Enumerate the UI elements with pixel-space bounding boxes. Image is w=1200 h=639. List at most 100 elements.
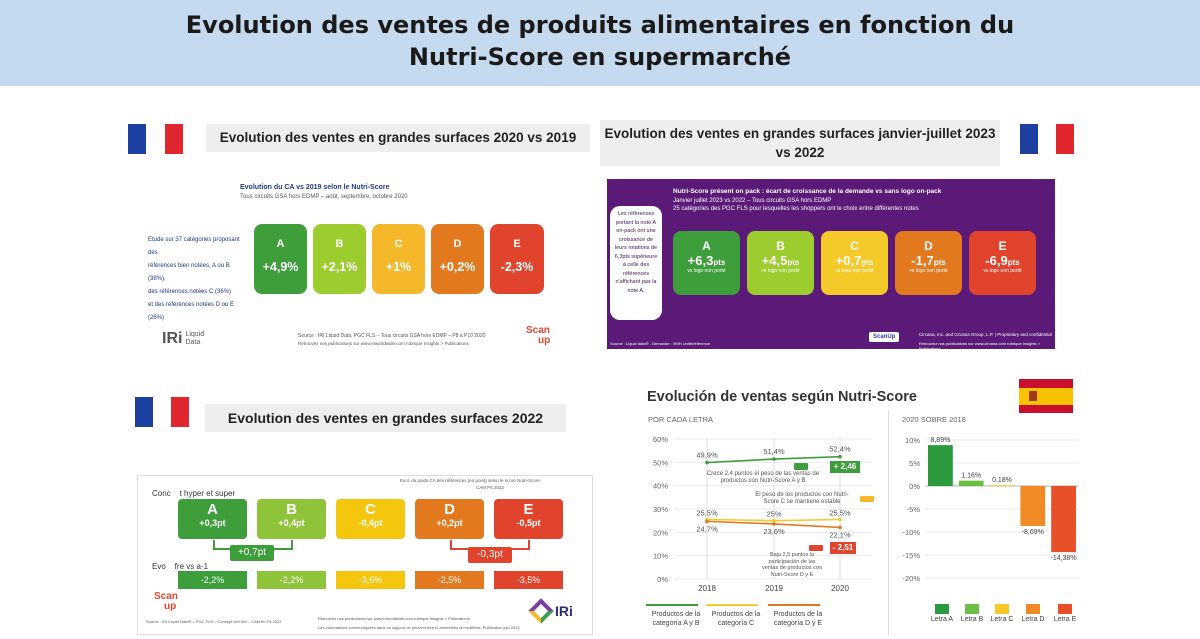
q3-panel: Evol. du poids CA des références (en poi… bbox=[137, 475, 593, 635]
q1-tile-letter: D bbox=[453, 238, 462, 250]
data-label: 49,9% bbox=[696, 451, 718, 460]
france-flag-q1 bbox=[128, 124, 183, 154]
series-point bbox=[838, 454, 842, 459]
q3-tile-value: +0,4pt bbox=[278, 518, 305, 528]
q3-de-total: -0,3pt bbox=[468, 547, 512, 563]
bar-value-label: -14,38% bbox=[1051, 555, 1077, 562]
q4-delta-de: - 2,51 bbox=[830, 542, 856, 554]
q3-tile-letter: D bbox=[444, 501, 455, 518]
data-label: 52,4% bbox=[829, 445, 851, 454]
q1-tile-letter: E bbox=[513, 238, 521, 250]
q3-tile-letter: A bbox=[207, 501, 218, 518]
q1-tile-value: +4,9% bbox=[262, 260, 299, 274]
q2-panel: Nutri-Score présent on pack : écart de c… bbox=[607, 179, 1055, 351]
legend-label: Productos de la categoría A y B bbox=[651, 611, 701, 627]
q4-badge-de bbox=[809, 545, 823, 551]
scanup-text-2: up bbox=[164, 601, 177, 612]
q3-evol-d: -2,5% bbox=[415, 571, 484, 589]
q2-tile-sub: vs logo non porté bbox=[983, 268, 1022, 274]
q2-footer-right: Circana, Inc. and Circana Group, L.P. | … bbox=[919, 332, 1052, 337]
q1-note: Etude sur 37 catégories proposant des ré… bbox=[148, 234, 248, 325]
y-tick-label: -10% bbox=[902, 528, 920, 537]
legend-item-c: Productos de la categoría C bbox=[706, 604, 768, 628]
legend-swatch-de bbox=[768, 604, 820, 606]
q2-scanup-logo: ScanUp bbox=[869, 332, 900, 342]
bar bbox=[928, 445, 953, 486]
q2-scanup-text: ScanUp bbox=[873, 334, 896, 340]
q1-panel: Evolution du CA vs 2019 selon le Nutri-S… bbox=[148, 178, 568, 350]
series-point bbox=[772, 522, 776, 526]
bar bbox=[958, 480, 984, 486]
q2-tile-letter: D bbox=[924, 239, 933, 253]
q4-line-legend: Productos de la categoría A y B Producto… bbox=[646, 604, 886, 636]
q1-tile-value: +0,2% bbox=[439, 260, 476, 274]
bar-legend-label: Letra D bbox=[1021, 616, 1045, 623]
q4-line-chart: 0% 10% 20% 30% 40% 50% 60% 2018 2019 2020 49,9% 5… bbox=[653, 435, 872, 593]
q4-title: Evolución de ventas según Nutri-Score bbox=[647, 389, 917, 405]
scanup-text-1: Scan bbox=[154, 591, 178, 602]
q3-tile-c: C -0,4pt bbox=[336, 499, 405, 539]
q3-evol-a: -2,2% bbox=[178, 571, 247, 589]
bar bbox=[989, 485, 1015, 487]
title-line-2: Nutri-Score en supermarché bbox=[408, 43, 792, 71]
bar bbox=[1051, 486, 1076, 553]
q3-iri-logo: IRi bbox=[528, 598, 573, 624]
q1-scanup-logo: Scan up bbox=[526, 326, 550, 346]
q2-footer-left: Source : Liquid data® - Demande : VMH Un… bbox=[610, 341, 711, 346]
q2-tile-sub: vs logo non porté bbox=[909, 268, 948, 274]
q3-source: Source : IRI Liquid Data® – PGC FLS – Co… bbox=[146, 619, 282, 624]
y-tick-label: 0% bbox=[657, 575, 668, 584]
y-tick-label: -20% bbox=[902, 574, 920, 583]
bar-legend-swatch bbox=[965, 604, 979, 614]
q3-evol-c: -3,6% bbox=[336, 571, 405, 589]
x-tick-label: 2019 bbox=[765, 584, 783, 593]
legend-item-de: Productos de la categoría D y E bbox=[768, 604, 830, 628]
q3-tile-b: B +0,4pt bbox=[257, 499, 326, 539]
y-tick-label: 0% bbox=[909, 482, 920, 491]
y-tick-label: 10% bbox=[653, 552, 668, 561]
y-tick-label: 50% bbox=[653, 458, 668, 467]
page-header: Evolution des ventes de produits aliment… bbox=[0, 0, 1200, 86]
y-tick-label: 40% bbox=[653, 482, 668, 491]
page-title: Evolution des ventes de produits aliment… bbox=[0, 0, 1200, 73]
q2-tile-value: -1,7 bbox=[911, 253, 934, 268]
q1-chart-title: Evolution du CA vs 2019 selon le Nutri-S… bbox=[240, 184, 390, 191]
q2-tile-sub: vs logo non porté bbox=[835, 268, 874, 274]
q3-source-2: Retrouvez nos publications sur www.iriwo… bbox=[318, 616, 470, 621]
bar-legend-label: Letra A bbox=[930, 616, 954, 623]
bar-legend-label: Letra C bbox=[990, 616, 1014, 623]
q3-ab-total: +0,7pt bbox=[230, 545, 274, 561]
iri-logo-text: IRi bbox=[162, 330, 183, 347]
q2-tile-sub: vs logo non porté bbox=[761, 268, 800, 274]
bar-legend-label: Letra B bbox=[960, 616, 984, 623]
series-point bbox=[772, 457, 776, 461]
bar-legend-e: Letra E bbox=[1049, 604, 1081, 623]
q3-top-note-2: CAM P4 2022 bbox=[476, 485, 505, 490]
q4-note-de: Baja 2,5 puntos la participación de las … bbox=[762, 552, 822, 578]
q2-tile-letter: C bbox=[850, 239, 859, 253]
bar-legend-d: Letra D bbox=[1017, 604, 1049, 623]
q1-tile-letter: B bbox=[335, 238, 344, 250]
title-line-1: Evolution des ventes de produits aliment… bbox=[185, 11, 1015, 39]
q4-delta-ab: + 2,46 bbox=[830, 461, 860, 473]
q3-tile-e: E -0,5pt bbox=[494, 499, 563, 539]
legend-label: Productos de la categoría C bbox=[711, 611, 761, 627]
q2-sub-2: 25 catégories des PGC FLS pour lesquelle… bbox=[673, 206, 919, 212]
q1-tile-d: D +0,2% bbox=[431, 224, 484, 294]
q2-title: Evolution des ventes en grandes surfaces… bbox=[600, 120, 1000, 166]
q3-tile-a: A +0,3pt bbox=[178, 499, 247, 539]
q3-tile-value: +0,2pt bbox=[436, 518, 463, 528]
series-point bbox=[838, 525, 842, 530]
bar-legend-label: Letra E bbox=[1053, 616, 1077, 623]
q1-tile-value: -2,3% bbox=[500, 260, 534, 274]
iri-logo-sub-1: Liquid bbox=[185, 331, 205, 338]
q3-source-3: Les informations communiquées dans ce su… bbox=[318, 625, 520, 630]
q1-iri-logo: IRi Liquid Data bbox=[162, 328, 204, 350]
series-point bbox=[772, 518, 776, 523]
q2-tile-letter: A bbox=[702, 239, 711, 253]
data-label: 25,5% bbox=[696, 509, 718, 518]
y-tick-label: 10% bbox=[905, 436, 920, 445]
q1-note-line: Etude sur 37 catégories proposant des bbox=[148, 237, 240, 256]
q4-bar-chart: -20% -15% -10% -5% 0% 5% 10% 8,89% 1,16% 0,18% -8… bbox=[902, 436, 1079, 583]
q3-row2-label: Evo fre vs a-1 bbox=[152, 562, 209, 571]
